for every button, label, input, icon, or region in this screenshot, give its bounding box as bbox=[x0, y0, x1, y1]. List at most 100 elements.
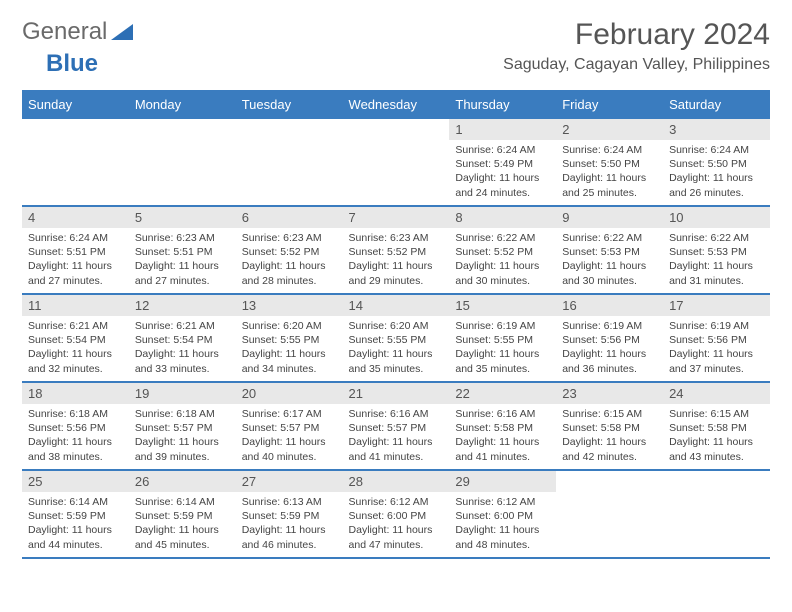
calendar-day: 22Sunrise: 6:16 AMSunset: 5:58 PMDayligh… bbox=[449, 382, 556, 470]
calendar-title: February 2024 bbox=[503, 18, 770, 52]
day-details: Sunrise: 6:15 AMSunset: 5:58 PMDaylight:… bbox=[556, 404, 663, 468]
day-details: Sunrise: 6:23 AMSunset: 5:52 PMDaylight:… bbox=[343, 228, 450, 292]
day-header-row: SundayMondayTuesdayWednesdayThursdayFrid… bbox=[22, 92, 770, 118]
day-number: 27 bbox=[236, 471, 343, 492]
day-number: 17 bbox=[663, 295, 770, 316]
day-number: 24 bbox=[663, 383, 770, 404]
day-number: 10 bbox=[663, 207, 770, 228]
day-details: Sunrise: 6:19 AMSunset: 5:56 PMDaylight:… bbox=[663, 316, 770, 380]
day-details: Sunrise: 6:20 AMSunset: 5:55 PMDaylight:… bbox=[236, 316, 343, 380]
day-details: Sunrise: 6:24 AMSunset: 5:50 PMDaylight:… bbox=[663, 140, 770, 204]
day-number: 19 bbox=[129, 383, 236, 404]
calendar-day: 12Sunrise: 6:21 AMSunset: 5:54 PMDayligh… bbox=[129, 294, 236, 382]
day-number: 20 bbox=[236, 383, 343, 404]
brand-sub: Blue bbox=[46, 50, 126, 78]
calendar-table: SundayMondayTuesdayWednesdayThursdayFrid… bbox=[22, 92, 770, 559]
day-number: 6 bbox=[236, 207, 343, 228]
day-details: Sunrise: 6:22 AMSunset: 5:53 PMDaylight:… bbox=[663, 228, 770, 292]
day-number: 13 bbox=[236, 295, 343, 316]
calendar-day: 6Sunrise: 6:23 AMSunset: 5:52 PMDaylight… bbox=[236, 206, 343, 294]
brand-logo: General bbox=[22, 18, 139, 46]
day-number: 11 bbox=[22, 295, 129, 316]
day-number: 26 bbox=[129, 471, 236, 492]
day-details: Sunrise: 6:23 AMSunset: 5:52 PMDaylight:… bbox=[236, 228, 343, 292]
day-number: 25 bbox=[22, 471, 129, 492]
calendar-day: 9Sunrise: 6:22 AMSunset: 5:53 PMDaylight… bbox=[556, 206, 663, 294]
calendar-day: 1Sunrise: 6:24 AMSunset: 5:49 PMDaylight… bbox=[449, 118, 556, 206]
day-number: 8 bbox=[449, 207, 556, 228]
day-header: Thursday bbox=[449, 92, 556, 118]
day-header: Wednesday bbox=[343, 92, 450, 118]
day-number: 29 bbox=[449, 471, 556, 492]
calendar-day: 19Sunrise: 6:18 AMSunset: 5:57 PMDayligh… bbox=[129, 382, 236, 470]
calendar-day: 21Sunrise: 6:16 AMSunset: 5:57 PMDayligh… bbox=[343, 382, 450, 470]
calendar-day: 2Sunrise: 6:24 AMSunset: 5:50 PMDaylight… bbox=[556, 118, 663, 206]
calendar-day bbox=[236, 118, 343, 206]
day-header: Friday bbox=[556, 92, 663, 118]
brand-triangle-icon bbox=[111, 22, 137, 42]
day-number: 15 bbox=[449, 295, 556, 316]
page-header: General February 2024 Saguday, Cagayan V… bbox=[22, 18, 770, 74]
day-number: 22 bbox=[449, 383, 556, 404]
day-number: 21 bbox=[343, 383, 450, 404]
day-details: Sunrise: 6:22 AMSunset: 5:53 PMDaylight:… bbox=[556, 228, 663, 292]
day-details: Sunrise: 6:21 AMSunset: 5:54 PMDaylight:… bbox=[22, 316, 129, 380]
calendar-day: 26Sunrise: 6:14 AMSunset: 5:59 PMDayligh… bbox=[129, 470, 236, 558]
day-details: Sunrise: 6:19 AMSunset: 5:56 PMDaylight:… bbox=[556, 316, 663, 380]
calendar-day: 24Sunrise: 6:15 AMSunset: 5:58 PMDayligh… bbox=[663, 382, 770, 470]
header-right: February 2024 Saguday, Cagayan Valley, P… bbox=[503, 18, 770, 74]
day-details: Sunrise: 6:24 AMSunset: 5:49 PMDaylight:… bbox=[449, 140, 556, 204]
calendar-day: 23Sunrise: 6:15 AMSunset: 5:58 PMDayligh… bbox=[556, 382, 663, 470]
calendar-day: 10Sunrise: 6:22 AMSunset: 5:53 PMDayligh… bbox=[663, 206, 770, 294]
brand-text-blue: Blue bbox=[46, 50, 98, 77]
day-details: Sunrise: 6:20 AMSunset: 5:55 PMDaylight:… bbox=[343, 316, 450, 380]
day-details: Sunrise: 6:21 AMSunset: 5:54 PMDaylight:… bbox=[129, 316, 236, 380]
calendar-day: 20Sunrise: 6:17 AMSunset: 5:57 PMDayligh… bbox=[236, 382, 343, 470]
calendar-day: 13Sunrise: 6:20 AMSunset: 5:55 PMDayligh… bbox=[236, 294, 343, 382]
day-details: Sunrise: 6:17 AMSunset: 5:57 PMDaylight:… bbox=[236, 404, 343, 468]
day-details: Sunrise: 6:14 AMSunset: 5:59 PMDaylight:… bbox=[129, 492, 236, 556]
calendar-week: 4Sunrise: 6:24 AMSunset: 5:51 PMDaylight… bbox=[22, 206, 770, 294]
day-details: Sunrise: 6:24 AMSunset: 5:50 PMDaylight:… bbox=[556, 140, 663, 204]
calendar-day: 29Sunrise: 6:12 AMSunset: 6:00 PMDayligh… bbox=[449, 470, 556, 558]
day-details: Sunrise: 6:13 AMSunset: 5:59 PMDaylight:… bbox=[236, 492, 343, 556]
calendar-day: 28Sunrise: 6:12 AMSunset: 6:00 PMDayligh… bbox=[343, 470, 450, 558]
brand-text-general: General bbox=[22, 18, 107, 46]
calendar-day: 7Sunrise: 6:23 AMSunset: 5:52 PMDaylight… bbox=[343, 206, 450, 294]
calendar-day bbox=[22, 118, 129, 206]
calendar-week: 18Sunrise: 6:18 AMSunset: 5:56 PMDayligh… bbox=[22, 382, 770, 470]
calendar-week: 11Sunrise: 6:21 AMSunset: 5:54 PMDayligh… bbox=[22, 294, 770, 382]
day-number: 12 bbox=[129, 295, 236, 316]
day-details: Sunrise: 6:19 AMSunset: 5:55 PMDaylight:… bbox=[449, 316, 556, 380]
day-details: Sunrise: 6:22 AMSunset: 5:52 PMDaylight:… bbox=[449, 228, 556, 292]
day-details: Sunrise: 6:24 AMSunset: 5:51 PMDaylight:… bbox=[22, 228, 129, 292]
day-header: Tuesday bbox=[236, 92, 343, 118]
calendar-day: 5Sunrise: 6:23 AMSunset: 5:51 PMDaylight… bbox=[129, 206, 236, 294]
calendar-day bbox=[556, 470, 663, 558]
day-details: Sunrise: 6:12 AMSunset: 6:00 PMDaylight:… bbox=[343, 492, 450, 556]
calendar-day: 27Sunrise: 6:13 AMSunset: 5:59 PMDayligh… bbox=[236, 470, 343, 558]
day-number: 9 bbox=[556, 207, 663, 228]
calendar-day bbox=[129, 118, 236, 206]
day-details: Sunrise: 6:12 AMSunset: 6:00 PMDaylight:… bbox=[449, 492, 556, 556]
day-details: Sunrise: 6:23 AMSunset: 5:51 PMDaylight:… bbox=[129, 228, 236, 292]
day-details: Sunrise: 6:14 AMSunset: 5:59 PMDaylight:… bbox=[22, 492, 129, 556]
day-number: 3 bbox=[663, 119, 770, 140]
day-details: Sunrise: 6:16 AMSunset: 5:58 PMDaylight:… bbox=[449, 404, 556, 468]
day-number: 1 bbox=[449, 119, 556, 140]
day-details: Sunrise: 6:18 AMSunset: 5:57 PMDaylight:… bbox=[129, 404, 236, 468]
calendar-day: 17Sunrise: 6:19 AMSunset: 5:56 PMDayligh… bbox=[663, 294, 770, 382]
calendar-location: Saguday, Cagayan Valley, Philippines bbox=[503, 56, 770, 74]
day-number: 14 bbox=[343, 295, 450, 316]
day-number: 18 bbox=[22, 383, 129, 404]
day-number: 4 bbox=[22, 207, 129, 228]
calendar-day: 16Sunrise: 6:19 AMSunset: 5:56 PMDayligh… bbox=[556, 294, 663, 382]
day-number: 23 bbox=[556, 383, 663, 404]
day-header: Saturday bbox=[663, 92, 770, 118]
calendar-day: 25Sunrise: 6:14 AMSunset: 5:59 PMDayligh… bbox=[22, 470, 129, 558]
calendar-body: 1Sunrise: 6:24 AMSunset: 5:49 PMDaylight… bbox=[22, 118, 770, 558]
day-number: 7 bbox=[343, 207, 450, 228]
calendar-day: 8Sunrise: 6:22 AMSunset: 5:52 PMDaylight… bbox=[449, 206, 556, 294]
calendar-day: 18Sunrise: 6:18 AMSunset: 5:56 PMDayligh… bbox=[22, 382, 129, 470]
calendar-day: 15Sunrise: 6:19 AMSunset: 5:55 PMDayligh… bbox=[449, 294, 556, 382]
